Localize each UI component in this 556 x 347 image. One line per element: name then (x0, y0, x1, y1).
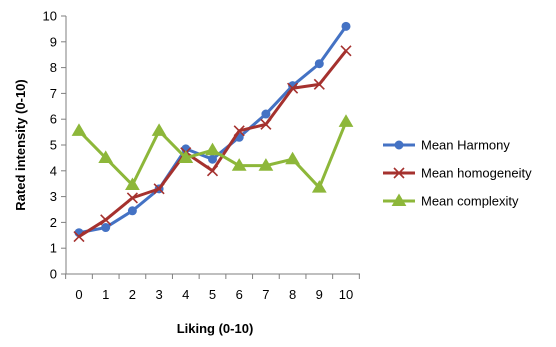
data-point (153, 183, 165, 195)
legend-item-mean-homogeneity: Mean homogeneity (383, 166, 532, 181)
data-point (341, 21, 351, 31)
data-point (98, 150, 114, 163)
data-point (261, 109, 271, 119)
x-tick-label: 7 (262, 287, 269, 302)
y-tick-label: 1 (50, 241, 57, 256)
data-point (208, 154, 217, 164)
legend-marker (393, 167, 405, 179)
x-tick-label: 3 (155, 287, 162, 302)
x-tick-label: 0 (75, 287, 82, 302)
y-axis-ticks: 0 1 2 3 4 5 6 7 8 9 10 (43, 9, 66, 282)
data-point (178, 150, 194, 163)
x-tick-label: 9 (316, 287, 323, 302)
x-tick-label: 10 (339, 287, 353, 302)
y-tick-label: 4 (50, 163, 57, 178)
x-tick-label: 4 (182, 287, 189, 302)
data-point (125, 177, 140, 191)
legend-item-mean-harmony: Mean Harmony (383, 138, 510, 153)
data-point (71, 123, 87, 136)
data-point (233, 125, 245, 137)
y-tick-label: 7 (50, 86, 57, 101)
legend: Mean Harmony Mean homogeneity Mean complex… (383, 138, 532, 209)
x-tick-label: 8 (289, 287, 296, 302)
x-axis-title: Liking (0-10) (177, 321, 254, 336)
legend-marker (391, 193, 407, 207)
data-point (314, 59, 324, 69)
data-point (126, 192, 138, 204)
y-tick-label: 6 (50, 112, 57, 127)
data-point (206, 165, 219, 177)
data-point (313, 78, 325, 90)
data-point (101, 223, 111, 233)
data-point (100, 214, 112, 226)
y-tick-label: 10 (43, 9, 57, 24)
y-axis-title: Rated intensity (0-10) (13, 79, 28, 210)
legend-label: Mean complexity (421, 194, 519, 209)
x-tick-label: 6 (236, 287, 243, 302)
legend-marker (394, 140, 404, 150)
data-point (151, 123, 167, 136)
x-axis-ticks: 0 1 2 3 4 5 6 7 8 9 10 (65, 274, 360, 302)
y-tick-label: 0 (50, 267, 57, 282)
data-point (285, 151, 300, 165)
x-tick-label: 1 (102, 287, 109, 302)
legend-label: Mean Harmony (421, 138, 510, 153)
data-point (260, 118, 272, 130)
series-mean-complexity (71, 114, 354, 193)
y-tick-label: 9 (50, 34, 57, 49)
y-tick-label: 8 (50, 60, 57, 75)
data-point (340, 45, 352, 57)
data-point (127, 206, 137, 216)
data-point (205, 142, 220, 156)
series-line (78, 25, 348, 235)
data-point (287, 82, 299, 94)
data-point (73, 231, 85, 243)
series-layer (71, 21, 354, 243)
y-tick-label: 5 (50, 138, 57, 153)
series-mean-harmony (74, 21, 351, 238)
data-point (231, 158, 247, 171)
y-tick-label: 3 (50, 189, 57, 204)
data-point (258, 158, 274, 171)
x-tick-label: 5 (209, 287, 216, 302)
x-tick-label: 2 (129, 287, 136, 302)
legend-label: Mean homogeneity (421, 166, 532, 181)
y-tick-label: 2 (50, 215, 57, 230)
data-point (311, 180, 327, 193)
data-point (338, 114, 354, 127)
legend-item-mean-complexity: Mean complexity (383, 194, 519, 209)
